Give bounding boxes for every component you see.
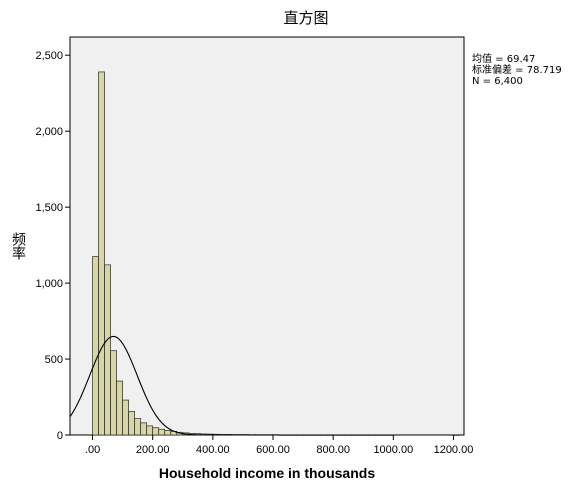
x-tick-label: 800.00 xyxy=(316,444,350,456)
x-tick-label: .00 xyxy=(85,444,100,456)
y-tick-label: 2,500 xyxy=(35,50,63,62)
histogram-bar xyxy=(152,427,160,436)
histogram-bar xyxy=(128,411,136,436)
x-tick-label: 1000.00 xyxy=(373,444,413,456)
stats-sd: 标准偏差 = 78.719 xyxy=(472,63,562,76)
chart-title: 直方图 xyxy=(283,9,328,27)
y-axis: 0 500 1,000 1,500 2,000 2,500 xyxy=(35,50,70,442)
x-axis-label: Household income in thousands xyxy=(159,465,375,481)
x-tick-label: 200.00 xyxy=(136,444,170,456)
histogram-bar xyxy=(98,71,105,436)
histogram-bar xyxy=(158,428,166,436)
histogram-bar xyxy=(110,350,117,436)
histogram-bar xyxy=(146,425,154,436)
histogram-bar xyxy=(92,256,99,436)
stats-box: 均值 = 69.47 标准偏差 = 78.719 N = 6,400 xyxy=(472,52,562,87)
histogram-bar xyxy=(164,430,172,436)
x-tick-label: 600.00 xyxy=(256,444,290,456)
histogram-bar xyxy=(104,264,111,436)
plot-area xyxy=(69,36,465,436)
y-tick-label: 1,000 xyxy=(35,278,63,290)
histogram-bar xyxy=(122,399,129,436)
histogram-bar xyxy=(140,422,148,436)
y-axis-label: 频率 xyxy=(10,232,26,260)
stats-n: N = 6,400 xyxy=(472,76,523,87)
y-tick-label: 0 xyxy=(57,430,63,442)
histogram-bar xyxy=(134,418,142,436)
x-axis: .00 200.00 400.00 600.00 800.00 1000.00 1200.0… xyxy=(85,435,473,456)
y-tick-label: 1,500 xyxy=(35,202,63,214)
normal-curve xyxy=(69,335,464,436)
x-tick-label: 1200.00 xyxy=(434,444,474,456)
y-tick-label: 2,000 xyxy=(35,126,63,138)
y-tick-label: 500 xyxy=(45,354,63,366)
stats-mean: 均值 = 69.47 xyxy=(472,52,535,65)
x-tick-label: 400.00 xyxy=(196,444,230,456)
histogram-bar xyxy=(116,380,123,436)
